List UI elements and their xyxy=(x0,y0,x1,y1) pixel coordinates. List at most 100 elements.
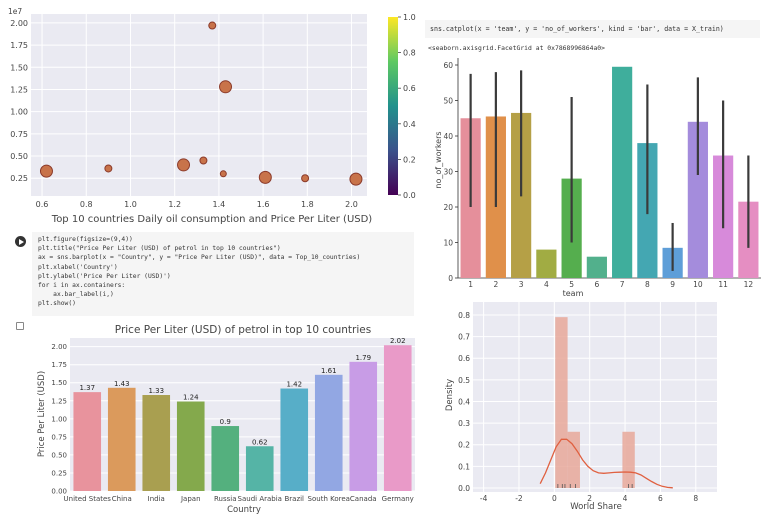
scatter-x-tick: 1.4 xyxy=(213,200,226,209)
catplot-bar xyxy=(612,66,633,279)
scatter-y-tick: 1.50 xyxy=(10,63,28,72)
code-line: plt.title("Price Per Liter (USD) of petr… xyxy=(38,245,281,253)
catplot-y-tick: 20 xyxy=(443,203,453,212)
catplot-x-tick: 12 xyxy=(744,280,754,289)
barplot-code-cell[interactable] xyxy=(32,232,414,316)
catplot-x-tick: 11 xyxy=(718,280,728,289)
scatter-x-tick: 0.8 xyxy=(80,200,93,209)
catplot-y-tick: 10 xyxy=(443,239,453,248)
petrol-x-tick: India xyxy=(148,495,165,503)
dist-hist-bar xyxy=(622,431,635,488)
dist-x-tick: 2 xyxy=(587,494,592,503)
scatter-x-tick: 1.2 xyxy=(168,200,181,209)
petrol-y-tick: 0.00 xyxy=(51,488,67,496)
dist-hist-bar xyxy=(555,317,568,488)
code-line: for i in ax.containers: xyxy=(38,282,126,289)
scatter-point xyxy=(199,156,208,165)
petrol-bar xyxy=(383,345,412,491)
catplot-y-tick: 60 xyxy=(443,61,453,70)
petrol-value-label: 0.62 xyxy=(252,438,268,446)
dist-ylabel: Density xyxy=(445,379,455,411)
petrol-bar xyxy=(73,392,102,491)
catplot-code-cell[interactable] xyxy=(425,20,760,38)
catplot-y-tick: 40 xyxy=(443,132,453,141)
petrol-bar xyxy=(280,388,309,491)
petrol-value-label: 1.61 xyxy=(321,367,337,375)
petrol-y-tick: 1.00 xyxy=(51,415,67,423)
dist-x-tick: 0 xyxy=(552,494,557,503)
colorbar-gradient xyxy=(388,17,398,195)
run-cell-button[interactable] xyxy=(15,236,26,247)
catplot-code: sns.catplot(x = 'team', y = 'no_of_worke… xyxy=(430,25,724,33)
scatter-offset-label: 1e7 xyxy=(8,7,22,16)
dist-y-tick: 0.1 xyxy=(458,462,470,471)
catplot-x-tick: 6 xyxy=(594,280,599,289)
scatter-point xyxy=(258,170,272,184)
petrol-value-label: 1.33 xyxy=(148,387,164,395)
petrol-y-tick: 1.25 xyxy=(51,397,67,405)
petrol-y-tick: 0.25 xyxy=(51,469,67,477)
code-line: plt.figure(figsize=(9,4)) xyxy=(38,236,133,243)
petrol-y-tick: 0.75 xyxy=(51,433,67,441)
dist-y-tick: 0.2 xyxy=(458,441,470,450)
petrol-value-label: 1.79 xyxy=(355,354,371,362)
code-line: plt.ylabel('Price Per Liter (USD)') xyxy=(38,272,171,280)
scatter-y-tick: 0.75 xyxy=(10,130,28,139)
scatter-x-tick: 1.0 xyxy=(124,200,137,209)
catplot-ylabel: no_of_workers xyxy=(434,131,443,188)
scatter-y-tick: 2.00 xyxy=(10,19,28,28)
dist-y-tick: 0.8 xyxy=(458,311,470,320)
dist-y-tick: 0.7 xyxy=(458,333,470,342)
dist-y-tick: 0.3 xyxy=(458,419,470,428)
code-line: ax.bar_label(i,) xyxy=(38,291,114,299)
scatter-y-tick: 1.00 xyxy=(10,108,28,117)
scatter-x-tick: 1.8 xyxy=(301,200,314,209)
dist-plot-area xyxy=(473,302,717,492)
petrol-y-tick: 2.00 xyxy=(51,343,67,351)
scatter-point xyxy=(219,170,227,178)
scatter-title: Top 10 countries Daily oil consumption a… xyxy=(51,214,373,225)
scatter-plot-area xyxy=(31,14,367,196)
catplot-x-tick: 4 xyxy=(544,280,549,289)
petrol-bar xyxy=(107,387,136,491)
scatter-x-tick: 0.6 xyxy=(36,200,49,209)
output-icon xyxy=(16,322,24,330)
petrol-x-tick: China xyxy=(112,495,132,503)
scatter-point xyxy=(104,164,113,173)
scatter-x-tick: 1.6 xyxy=(257,200,270,209)
scatter-point xyxy=(349,172,363,186)
colorbar-tick-label: 0.2 xyxy=(403,155,416,164)
scatter-y-tick: 0.25 xyxy=(10,174,28,183)
catplot-x-tick: 5 xyxy=(569,280,574,289)
petrol-ylabel: Price Per Liter (USD) xyxy=(37,371,47,457)
dist-hist-bar xyxy=(567,431,580,488)
catplot-x-tick: 7 xyxy=(620,280,625,289)
code-line: plt.show() xyxy=(38,300,76,308)
petrol-bar xyxy=(349,361,378,491)
catplot-x-tick: 8 xyxy=(645,280,650,289)
catplot-y-tick: 50 xyxy=(443,97,453,106)
petrol-x-tick: Germany xyxy=(382,495,414,503)
scatter-point xyxy=(208,21,217,30)
catplot-x-tick: 3 xyxy=(519,280,524,289)
petrol-x-tick: Canada xyxy=(350,495,377,503)
catplot-y-tick: 0 xyxy=(448,274,453,283)
catplot-bar xyxy=(586,256,607,278)
catplot-bar xyxy=(687,121,708,278)
petrol-bar xyxy=(245,446,274,491)
dist-xlabel: World Share xyxy=(570,502,622,512)
petrol-x-tick: Saudi Arabia xyxy=(238,495,282,503)
petrol-value-label: 1.37 xyxy=(79,384,95,392)
dist-x-tick: 4 xyxy=(623,494,628,503)
colorbar-tick-label: 0.4 xyxy=(403,120,416,129)
catplot-x-tick: 9 xyxy=(670,280,675,289)
petrol-value-label: 0.9 xyxy=(220,418,231,426)
scatter-y-tick: 1.25 xyxy=(10,85,28,94)
dist-x-tick: 8 xyxy=(693,494,698,503)
dist-kde-line xyxy=(539,438,673,489)
dist-x-tick: 6 xyxy=(658,494,663,503)
petrol-value-label: 1.43 xyxy=(114,380,130,388)
